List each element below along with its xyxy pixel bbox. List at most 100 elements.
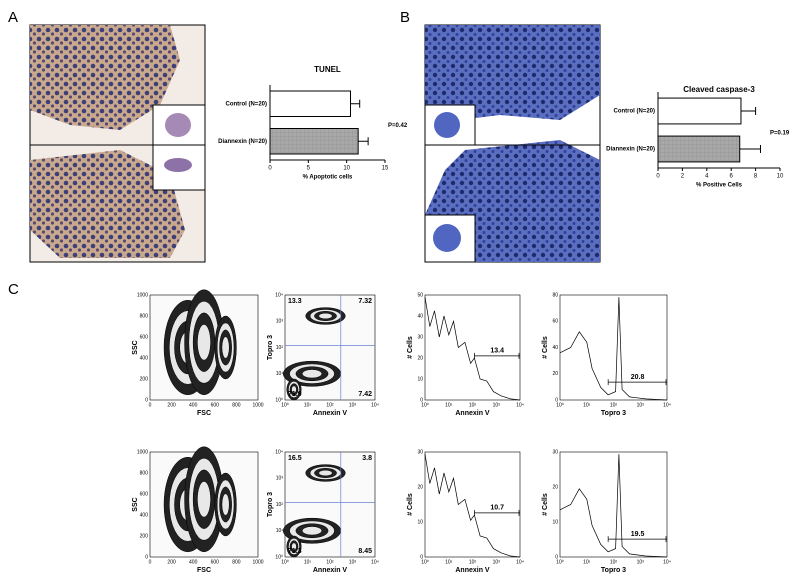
y-tick-label: 10¹	[276, 528, 284, 534]
quadrant-value: 7.42	[358, 391, 372, 398]
x-tick-label: 10²	[610, 559, 618, 565]
y-tick-label: 10	[552, 519, 558, 525]
category-label: Diannexin (N=20)	[606, 147, 655, 153]
x-axis-label: Annexin V	[313, 567, 348, 574]
quadrant-value: 7.32	[358, 298, 372, 305]
quadrant-value: 13.3	[288, 298, 302, 305]
y-tick-label: 600	[140, 491, 149, 497]
y-axis-label: # Cells	[542, 493, 549, 516]
y-tick-label: 0	[555, 397, 558, 403]
x-tick-label: 10²	[610, 402, 618, 408]
quadrant-value: 71.3	[288, 548, 302, 555]
x-tick-label: 200	[167, 559, 176, 565]
y-tick-label: 20	[417, 355, 423, 361]
chart-title: Cleaved caspase-3	[683, 85, 755, 94]
x-tick-label: 10⁴	[371, 559, 379, 565]
x-tick-label: 800	[232, 559, 241, 565]
flow-plot: 10⁰ 10¹ 10² 10³ 10⁴ 10⁰ 10¹ 10² 10³ 10⁴ Annexin V T…	[267, 449, 379, 574]
gate-value: 10.7	[490, 505, 504, 512]
x-tick-label: 10³	[349, 402, 357, 408]
chart-title: TUNEL	[314, 65, 341, 74]
x-tick-label: 10¹	[583, 559, 591, 565]
y-tick-label: 10²	[276, 502, 284, 508]
y-tick-label: 10⁴	[275, 449, 283, 455]
y-axis-label: # Cells	[542, 336, 549, 359]
y-tick-label: 1000	[137, 449, 148, 455]
x-tick-label: 600	[211, 559, 220, 565]
x-tick-label: 10⁴	[516, 559, 524, 565]
y-tick-label: 10⁰	[275, 397, 283, 403]
x-tick-label: 5	[307, 166, 311, 172]
x-tick-label: 10¹	[304, 402, 312, 408]
x-axis-label: % Positive Cells	[696, 183, 743, 189]
quadrant-value: 16.5	[288, 455, 302, 462]
y-tick-label: 10²	[276, 345, 284, 351]
flow-plot: 10⁰ 10¹ 10² 10³ 10⁴ 0 10 20 30 Annexin V # Cells 10…	[407, 449, 524, 574]
x-tick-label: 10⁰	[556, 402, 564, 408]
x-tick-label: 10²	[326, 559, 334, 565]
x-tick-label: 800	[232, 402, 241, 408]
y-tick-label: 40	[552, 345, 558, 351]
histogram-curve	[559, 454, 668, 558]
plot-frame	[559, 451, 668, 558]
flow-plot: 10⁰ 10¹ 10² 10³ 10⁴ 0 10 20 30 40 50 Annexin V # Cel…	[407, 292, 524, 417]
x-tick-label: 10²	[469, 559, 477, 565]
contour	[291, 542, 297, 551]
x-tick-label: 10³	[637, 559, 645, 565]
x-axis-label: Annexin V	[455, 567, 490, 574]
x-tick-label: 10¹	[304, 559, 312, 565]
y-tick-label: 40	[417, 313, 423, 319]
x-tick-label: 1000	[252, 402, 263, 408]
flow-plot: 10⁰ 10¹ 10² 10³ 10⁴ 10⁰ 10¹ 10² 10³ 10⁴ Annexin V T…	[267, 292, 379, 417]
micrograph-b	[424, 24, 601, 263]
x-tick-label: 10⁴	[371, 402, 379, 408]
y-tick-label: 10	[417, 519, 423, 525]
x-tick-label: 10⁰	[281, 402, 289, 408]
x-tick-label: 15	[382, 166, 389, 172]
x-tick-label: 0	[149, 402, 152, 408]
y-tick-label: 60	[552, 319, 558, 325]
y-tick-label: 0	[555, 554, 558, 560]
annotation: P=0.19	[770, 131, 790, 137]
contour	[301, 526, 323, 536]
y-tick-label: 10	[417, 376, 423, 382]
y-axis-label: # Cells	[407, 493, 414, 516]
flow-plot: 0 200 400 600 800 1000 0 200 400 600 800 1000 FSC SSC	[132, 446, 264, 574]
x-tick-label: 400	[189, 402, 198, 408]
plot-frame	[424, 451, 521, 558]
y-tick-label: 20	[552, 371, 558, 377]
micrograph-a	[29, 24, 206, 263]
y-tick-label: 400	[140, 355, 149, 361]
gate-value: 19.5	[631, 531, 645, 538]
gate-value: 13.4	[490, 348, 504, 355]
x-tick-label: 10⁰	[421, 402, 429, 408]
y-tick-label: 0	[145, 554, 148, 560]
annotation: P=0.42	[388, 123, 408, 129]
x-axis-label: FSC	[197, 567, 211, 574]
y-tick-label: 80	[552, 292, 558, 298]
contour	[221, 336, 230, 359]
y-tick-label: 20	[417, 484, 423, 490]
plot-frame	[424, 294, 521, 401]
x-axis-label: % Apoptotic cells	[303, 175, 353, 181]
x-tick-label: 600	[211, 402, 220, 408]
y-tick-label: 10³	[276, 319, 284, 325]
x-tick-label: 10	[343, 166, 350, 172]
contour	[221, 493, 230, 516]
contour	[197, 481, 211, 518]
x-tick-label: 1000	[252, 559, 263, 565]
bar	[269, 128, 359, 155]
y-tick-label: 200	[140, 376, 149, 382]
quadrant-value: 71.9	[288, 391, 302, 398]
x-tick-label: 0	[149, 559, 152, 565]
x-tick-label: 10⁴	[516, 402, 524, 408]
x-tick-label: 10⁴	[663, 402, 671, 408]
y-tick-label: 200	[140, 533, 149, 539]
x-tick-label: 10¹	[445, 559, 453, 565]
y-axis-label: SSC	[132, 340, 139, 354]
y-tick-label: 30	[552, 449, 558, 455]
x-tick-label: 0	[268, 166, 272, 172]
flow-plot: 10⁰ 10¹ 10² 10³ 10⁴ 0 20 40 60 80 Topro 3 # Cells 20…	[542, 292, 671, 417]
y-tick-label: 0	[420, 397, 423, 403]
